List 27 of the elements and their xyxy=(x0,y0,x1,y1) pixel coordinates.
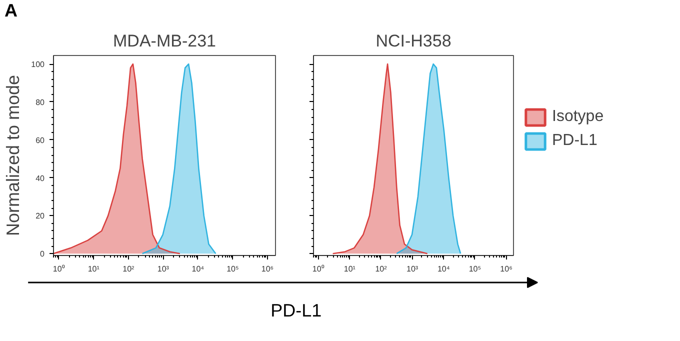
x-tick-label: 10¹ xyxy=(344,264,356,274)
x-tick-label: 10³ xyxy=(157,264,170,274)
chart-title: MDA-MB-231 xyxy=(113,32,216,50)
x-tick-label: 10⁵ xyxy=(226,264,239,274)
x-tick-label: 10⁵ xyxy=(468,264,482,274)
x-tick-label: 10¹ xyxy=(88,264,100,274)
y-axis-title: Normalized to mode xyxy=(3,74,24,236)
chart-title: NCI-H358 xyxy=(376,32,452,50)
x-tick-label: 10⁴ xyxy=(437,264,450,274)
x-tick-label: 10⁴ xyxy=(192,264,205,274)
y-tick-label: 20 xyxy=(36,212,46,221)
x-axis-title: PD-L1 xyxy=(270,300,322,320)
x-tick-label: 10³ xyxy=(406,264,418,274)
text: A xyxy=(4,0,18,20)
legend-label: Isotype xyxy=(552,108,604,126)
y-tick-label: 0 xyxy=(40,250,46,259)
legend-label: PD-L1 xyxy=(552,132,598,150)
y-tick-label: 80 xyxy=(36,98,46,107)
y-tick-label: 40 xyxy=(36,174,46,183)
x-tick-label: 10⁶ xyxy=(261,264,274,274)
y-tick-label: 100 xyxy=(31,60,46,70)
x-tick-label: 10⁰ xyxy=(312,264,324,274)
x-tick-label: 10⁰ xyxy=(52,264,65,274)
x-tick-label: 10⁶ xyxy=(500,264,512,274)
x-tick-label: 10² xyxy=(122,264,135,274)
y-tick-label: 60 xyxy=(36,136,46,145)
x-tick-label: 10² xyxy=(375,264,388,274)
